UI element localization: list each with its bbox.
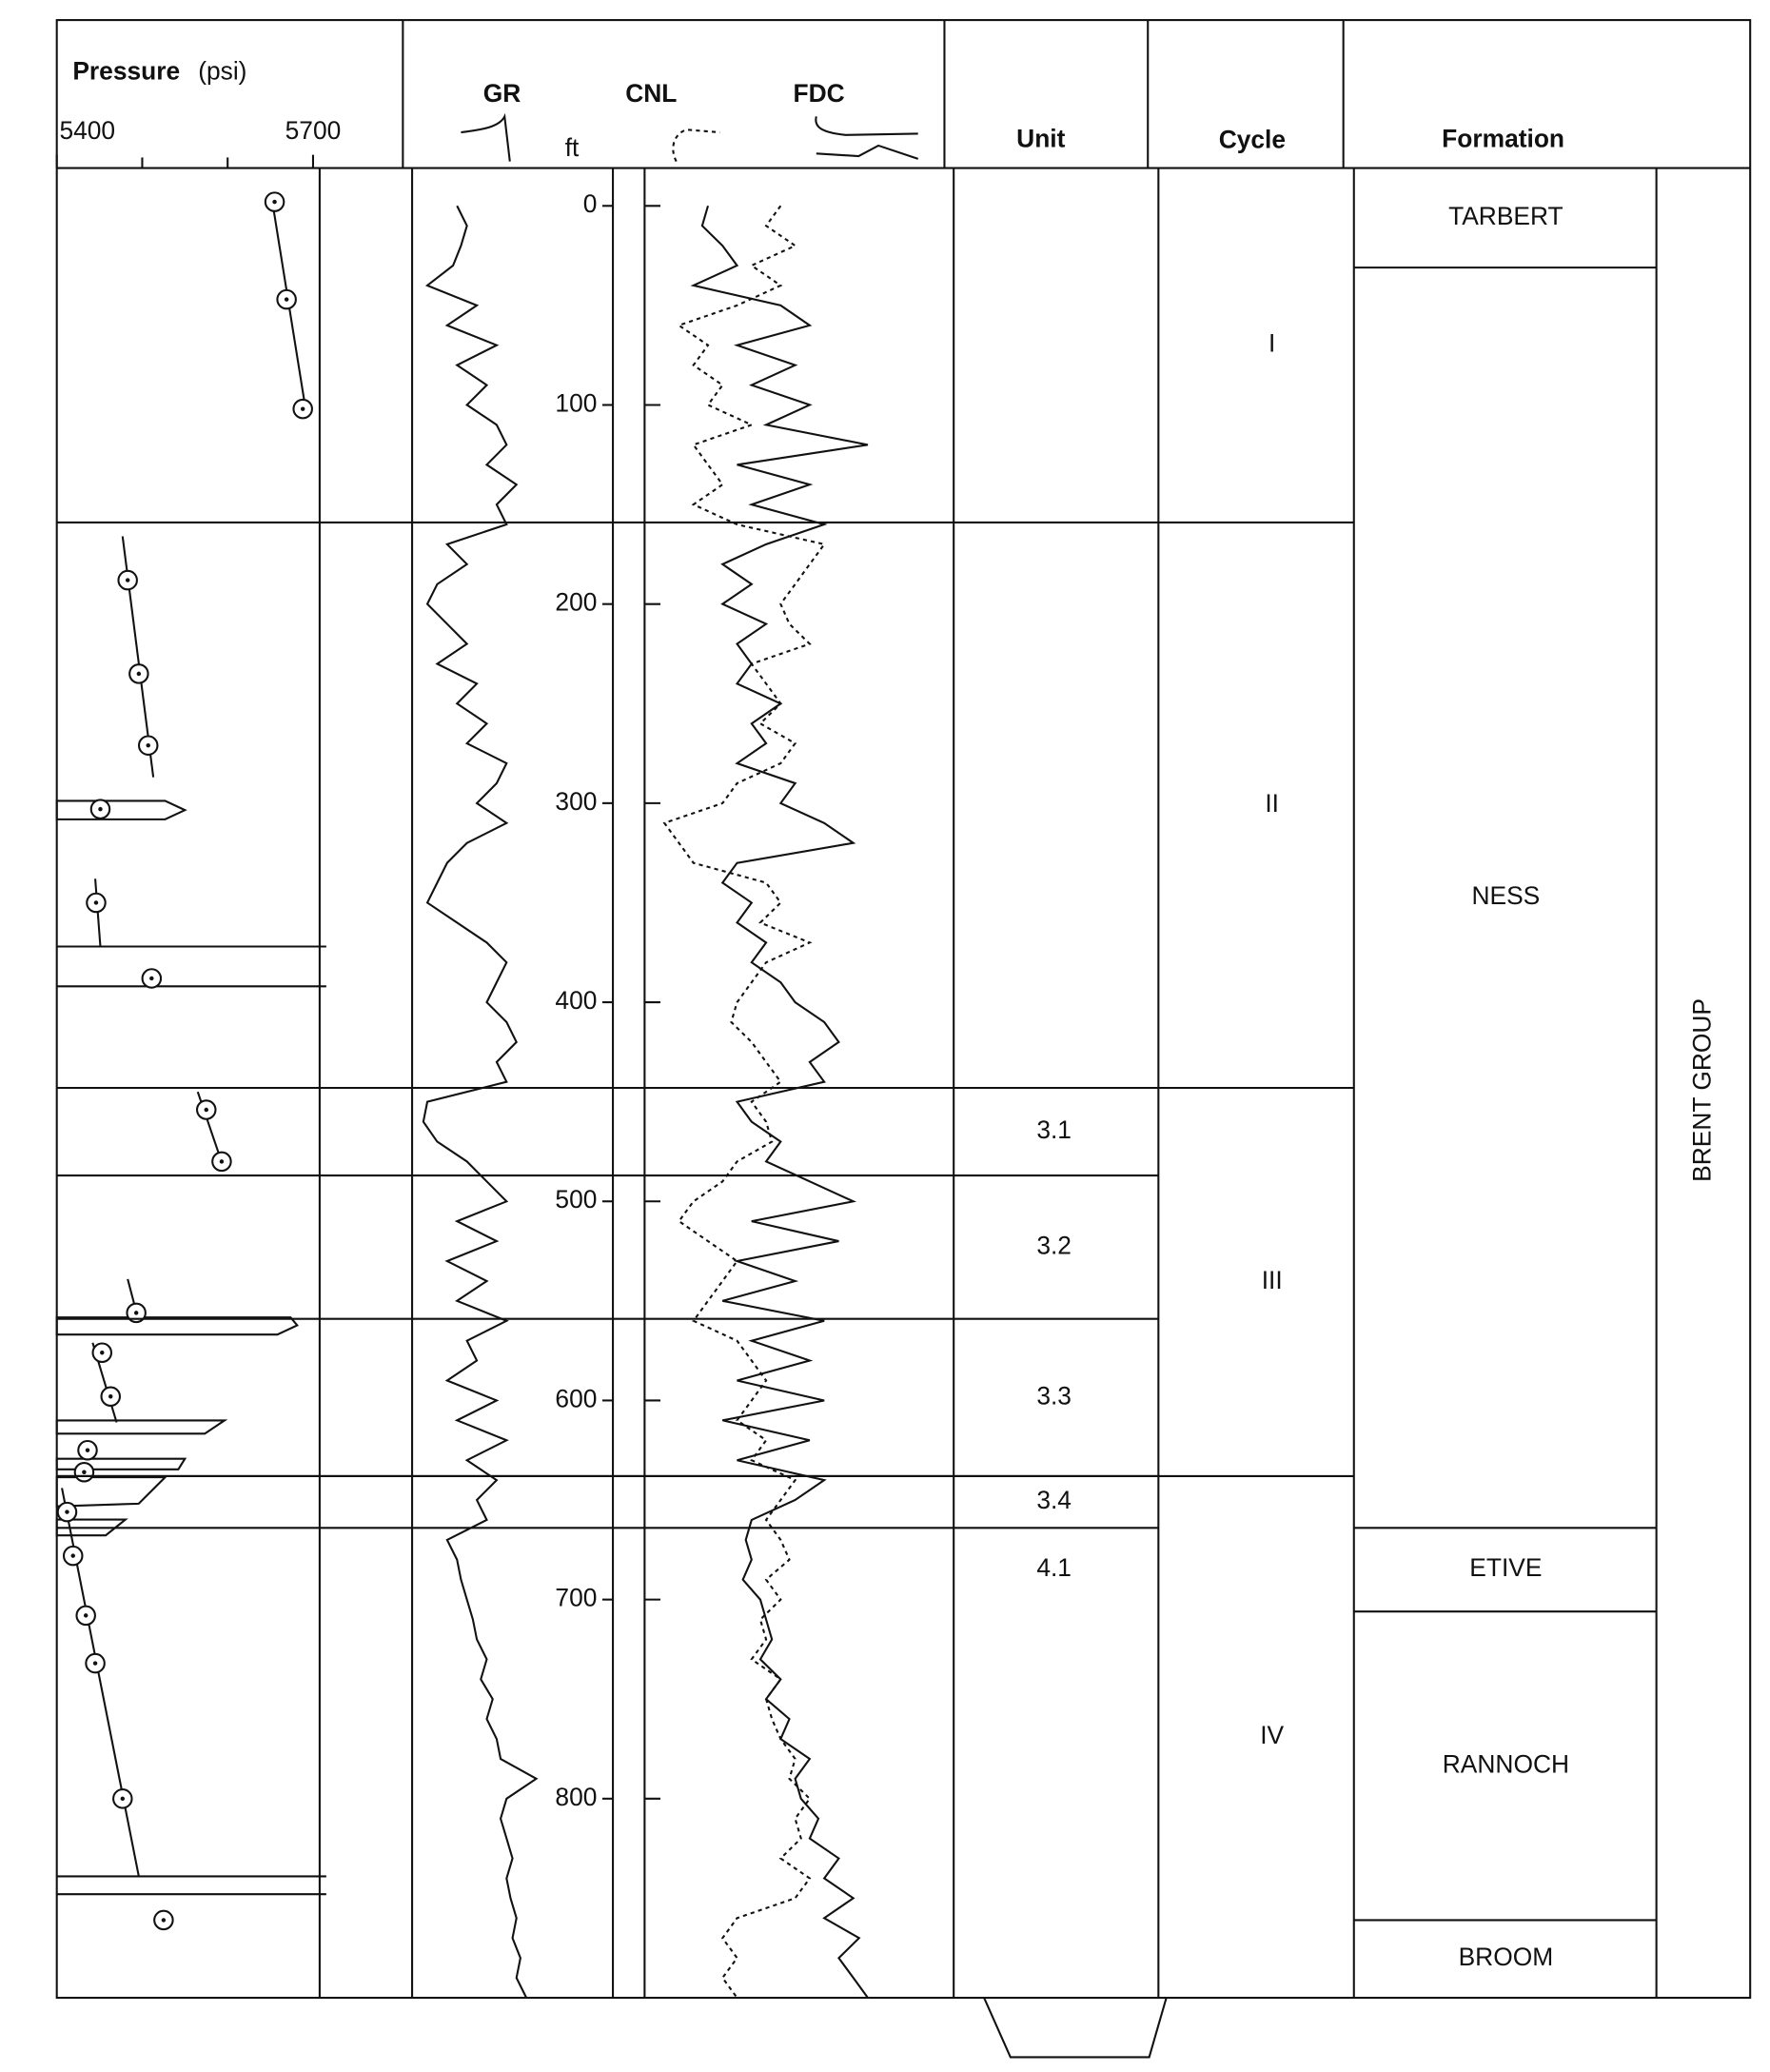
cycle-label: II [1265,789,1279,818]
cnl-title: CNL [625,79,677,108]
unit-label: 4.1 [1036,1553,1072,1582]
pressure-point-dot [219,1159,225,1164]
depth-unit: ft [565,133,580,162]
pressure-point-dot [146,742,150,748]
pressure-point-dot [83,1613,88,1618]
depth-tick-label: 400 [555,986,597,1015]
cycle-label: IV [1260,1721,1284,1749]
pressure-point-dot [272,199,277,205]
fdc-curve [690,205,869,1999]
depth-tick-label: 500 [555,1185,597,1214]
pressure-point-dot [120,1796,126,1802]
pressure-point-dot [100,1351,105,1355]
formation-label: RANNOCH [1443,1749,1569,1778]
unit-label: 3.1 [1036,1115,1072,1144]
depth-tick-label: 800 [555,1783,597,1811]
pressure-point-dot [133,1311,139,1315]
unit-label: 3.2 [1036,1231,1072,1259]
formation-label: ETIVE [1469,1553,1542,1582]
pressure-point-dot [92,1661,98,1666]
formation-label: BROOM [1459,1943,1554,1971]
pressure-point-dot [161,1918,167,1923]
depth-tick-label: 700 [555,1584,597,1612]
cnl-curve [662,205,826,1999]
pressure-point-dot [70,1553,75,1558]
formation-title: Formation [1442,124,1564,152]
pressure-point-dot [125,578,130,582]
pressure-unit: (psi) [198,57,246,86]
pressure-point-dot [108,1394,113,1399]
formation-label: TARBERT [1448,202,1564,230]
depth-tick-label: 200 [555,588,597,617]
depth-tick-label: 100 [555,388,597,417]
group-label: BRENT GROUP [1688,998,1717,1182]
pressure-tick-label: 5700 [285,116,342,145]
pressure-tick-label: 5400 [59,116,115,145]
depth-tick-label: 0 [583,189,598,218]
pressure-point-dot [284,297,289,302]
unit-label: 3.3 [1036,1381,1072,1410]
formation-label: NESS [1471,881,1540,910]
depth-tick-label: 600 [555,1384,597,1412]
pressure-point-dot [149,976,154,981]
cycle-title: Cycle [1219,126,1286,154]
frame [55,19,1752,2000]
unit-label: 3.4 [1036,1486,1072,1514]
column-lines [318,20,1658,1999]
pressure-title: Pressure [72,57,180,86]
pressure-point-dot [204,1107,208,1113]
gr-title: GR [483,79,521,108]
fdc-title: FDC [794,79,845,108]
pressure-point-dot [136,671,142,677]
pressure-point-dot [85,1448,90,1452]
pressure-point-dot [93,900,99,905]
pressure-point-dot [98,806,103,812]
cycle-label: I [1268,329,1275,358]
pressure-flags [55,799,299,1537]
header-samples [461,112,919,163]
pressure-point-dot [82,1470,87,1474]
unit-title: Unit [1016,124,1065,152]
cycle-label: III [1262,1266,1283,1294]
depth-tick-label: 300 [555,787,597,816]
gr-curve [422,205,539,1999]
unit-column-tail [983,1997,1168,2059]
pressure-point-dot [65,1510,69,1514]
pressure-point-dot [300,406,305,411]
